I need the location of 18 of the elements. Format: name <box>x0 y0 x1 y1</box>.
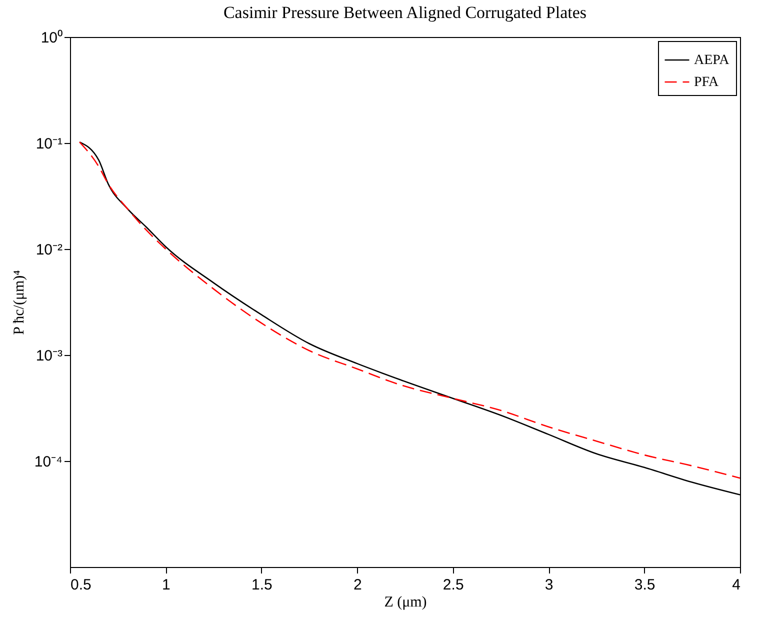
x-tick-label: 1 <box>162 576 170 594</box>
x-tick-label: 2 <box>353 576 362 594</box>
legend-label: PFA <box>694 75 720 90</box>
y-tick-label: 10⁻³ <box>36 348 62 364</box>
y-axis-title: P ħc/(μm)⁴ <box>11 270 28 335</box>
x-tick-label: 3 <box>544 576 554 594</box>
y-tick-label: 10⁻² <box>36 242 62 258</box>
x-tick-label: 4 <box>732 576 740 594</box>
x-tick-label: 1.5 <box>252 576 272 594</box>
x-tick-label: 0.5 <box>70 576 92 594</box>
y-tick-label: 10⁰ <box>40 30 62 46</box>
legend-label: AEPA <box>694 53 730 68</box>
x-tick-label: 3.5 <box>634 576 656 594</box>
x-axis-title: Z (μm) <box>384 594 427 610</box>
y-tick-label: 10⁻¹ <box>36 136 62 152</box>
y-tick-label: 10⁻⁴ <box>34 454 62 470</box>
chart-title: Casimir Pressure Between Aligned Corrugated Plates <box>223 3 587 22</box>
x-tick-label: 2.5 <box>442 576 464 594</box>
